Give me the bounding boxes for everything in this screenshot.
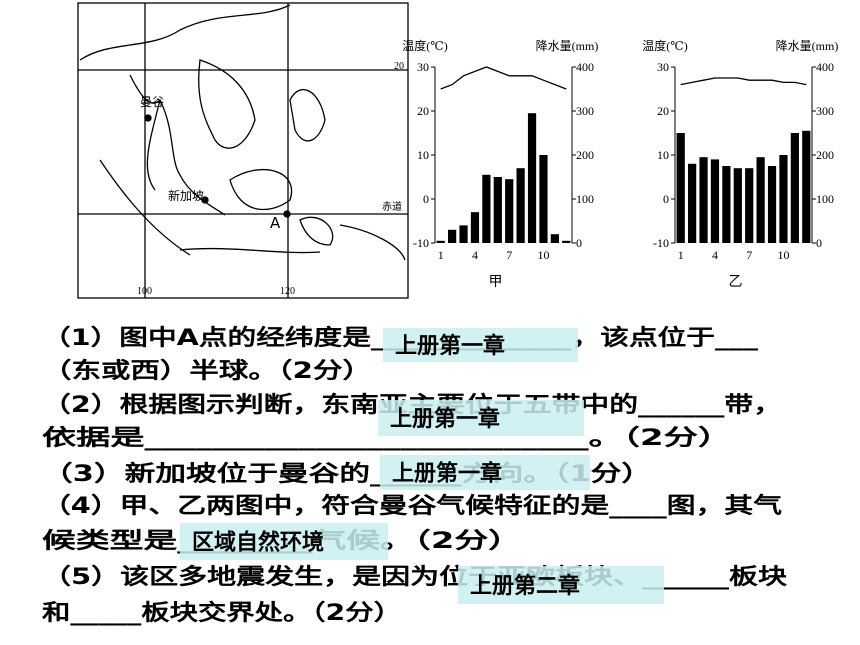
map [77,2,409,299]
y2-tick-label: 400 [816,60,834,74]
answer-overlay [458,566,664,604]
precipitation-bar [790,133,799,243]
y2-tick-label: 200 [576,148,594,162]
y-tick-label: 20 [417,104,429,118]
y2-tick-label: 300 [576,104,594,118]
answer-overlay [180,523,388,560]
x-tick-label: 1 [678,248,684,262]
precipitation-bar [550,234,559,243]
answer-overlay-label: 上册第一章 [390,406,500,432]
map-label: 曼谷 [140,95,164,109]
map-label: 120 [280,286,295,297]
question-line: （东或西）半球。（2分） [42,358,372,384]
question-line: （4）甲、乙两图中，符合曼谷气候特征的是____图，其气 [42,493,782,519]
precipitation-bar [436,240,445,243]
answer-overlay-label: 上册第二章 [470,573,580,599]
island [99,159,293,256]
x-tick-label: 1 [438,248,444,262]
y-tick-label: 0 [423,192,429,206]
map-label: 100 [137,286,152,297]
precipitation-bar [470,212,480,243]
temperature-line [440,66,567,90]
map-label: A [270,214,281,232]
y2-tick-label: 100 [576,192,594,206]
coastline [79,4,291,216]
precipitation-bar [539,155,548,243]
x-tick-label: 4 [712,248,718,262]
y-tick-label: 10 [657,148,669,162]
point-dot [283,210,291,218]
map-label: 赤道 [382,200,402,213]
y2-tick-label: 100 [816,192,834,206]
x-tick-label: 10 [777,248,789,262]
precipitation-bar [562,240,571,243]
answer-overlay-label: 区域自然环境 [192,530,324,556]
precipitation-bar [733,168,742,243]
precipitation-bar [767,166,777,243]
precipitation-bar [688,163,697,243]
chart-label: 甲 [489,275,503,290]
question-line: （5）该区多地震发生，是因为位于亚欧板块、______板块 [42,564,788,590]
precipitation-bar [448,229,457,243]
x-tick-label: 10 [537,248,549,262]
y2-tick-label: 0 [816,236,822,250]
answer-overlay [378,400,584,436]
x-tick-label: 7 [506,248,512,262]
x-tick-label: 7 [746,248,752,262]
precipitation-bar [527,113,537,243]
city-dot [201,196,209,204]
answer-overlay [383,328,578,362]
temperature-line [680,77,807,86]
answer-overlay [380,455,590,490]
precipitation-bar [802,130,811,243]
precipitation-bar [756,157,765,243]
y-tick-label: -10 [413,236,429,250]
precipitation-bar [699,157,708,243]
y-tick-label: 30 [417,60,429,74]
precipitation-bar [779,155,788,243]
precipitation-bar [676,133,685,243]
axis-title: 温度(℃) [642,38,687,53]
coastline [198,59,256,149]
map-frame [77,2,409,299]
axis-title: 降水量(mm) [776,39,839,53]
city-dot [144,114,152,122]
y2-tick-label: 0 [576,236,582,250]
y-tick-label: 0 [663,192,669,206]
island [179,88,406,261]
axis-title: 降水量(mm) [536,39,599,53]
precipitation-bar [516,168,525,243]
axis-title: 温度(℃) [402,38,447,53]
y2-tick-label: 200 [816,148,834,162]
chart-label: 乙 [729,274,743,290]
y-tick-label: 10 [417,148,429,162]
precipitation-bar [459,225,468,243]
map-label: 20 [394,61,404,72]
map-label: 新加坡 [168,188,204,203]
y-tick-label: -10 [653,236,669,250]
x-tick-label: 4 [472,248,478,262]
y-tick-label: 20 [657,104,669,118]
precipitation-bar [505,179,514,243]
y2-tick-label: 300 [816,104,834,118]
y2-tick-label: 400 [576,60,594,74]
precipitation-bar [493,177,502,243]
question-line: 和_____板块交界处。（2分） [42,600,402,626]
answer-overlay-label: 上册第一章 [395,333,505,359]
precipitation-bar [710,159,720,243]
y-tick-label: 30 [657,60,669,74]
precipitation-bar [482,174,491,243]
precipitation-bar [745,168,754,243]
precipitation-bar [722,166,731,243]
answer-overlay-label: 上册第一章 [392,461,502,487]
